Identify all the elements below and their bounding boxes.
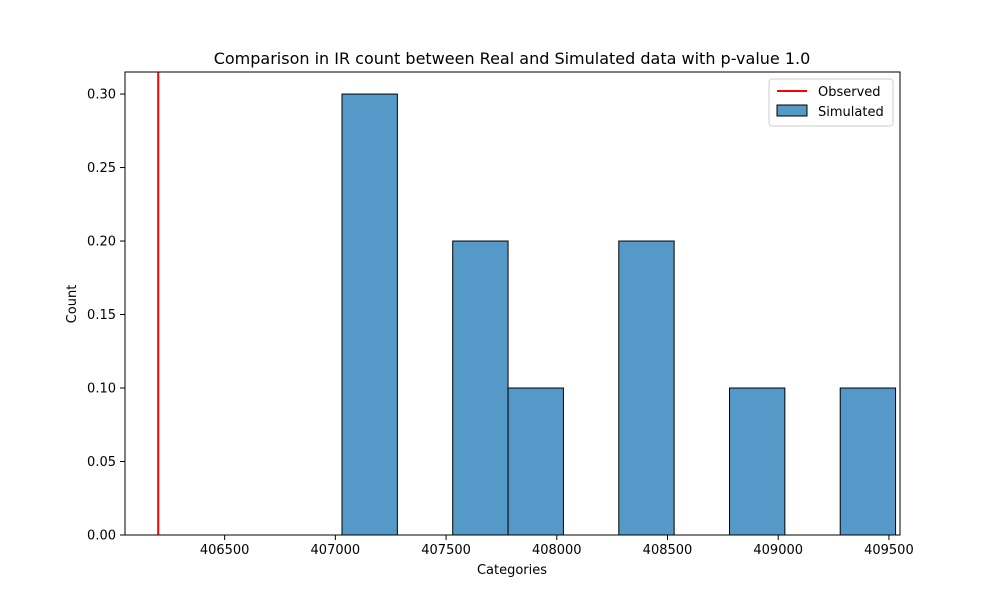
y-axis-ticks: 0.00 0.05 0.10 0.15 0.20 0.25 0.30 [87, 88, 125, 544]
histogram-bar [839, 387, 897, 536]
y-tick-label: 0.10 [87, 382, 116, 397]
x-tick-label: 408000 [532, 543, 582, 558]
histogram-bar [452, 240, 509, 536]
x-tick-label: 407000 [311, 543, 361, 558]
legend-observed-label: Observed [818, 85, 881, 100]
chart-title: Comparison in IR count between Real and … [214, 49, 811, 68]
histogram-bar [729, 387, 786, 536]
x-axis-label: Categories [477, 563, 547, 578]
y-axis-label: Count [65, 285, 80, 324]
legend-simulated-patch [776, 104, 808, 117]
y-tick-label: 0.15 [87, 308, 116, 323]
histogram-bar [341, 93, 398, 536]
histogram-bar [507, 387, 564, 536]
y-tick-label: 0.30 [87, 88, 116, 103]
x-axis-ticks: 406500 407000 407500 408000 408500 409000 4095… [200, 535, 914, 558]
bars-layer [341, 93, 897, 536]
y-tick-label: 0.20 [87, 235, 116, 250]
x-tick-label: 408500 [643, 543, 693, 558]
x-tick-label: 409000 [753, 543, 803, 558]
y-tick-label: 0.25 [87, 161, 116, 176]
plot-frame [124, 71, 901, 536]
x-tick-label: 407500 [421, 543, 471, 558]
legend-simulated-label: Simulated [818, 105, 884, 120]
y-tick-label: 0.00 [87, 529, 116, 544]
x-tick-label: 406500 [200, 543, 250, 558]
legend: Observed Simulated [768, 78, 894, 127]
y-tick-label: 0.05 [87, 455, 116, 470]
x-tick-label: 409500 [864, 543, 914, 558]
histogram-bar [618, 240, 675, 536]
